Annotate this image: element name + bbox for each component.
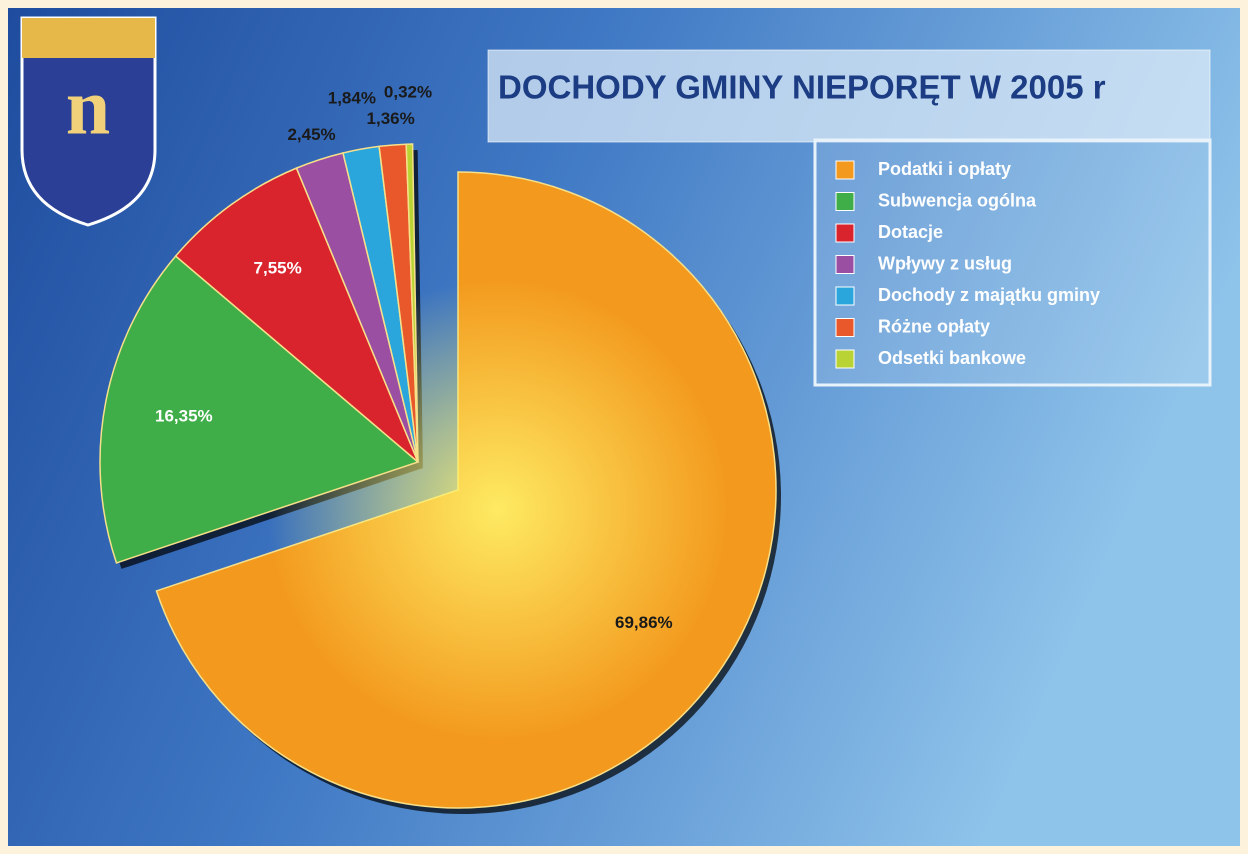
- slice: [405, 143, 419, 463]
- legend-swatch: [835, 318, 855, 337]
- legend-label: Wpływy z usług: [878, 253, 1012, 273]
- data-label: 16,35%: [155, 406, 213, 425]
- legend-label: Dotacje: [878, 222, 943, 242]
- coat-of-arms: n: [20, 16, 157, 227]
- legend-label: Odsetki bankowe: [878, 348, 1026, 368]
- data-label: 7,55%: [254, 259, 302, 278]
- legend-swatch: [835, 255, 855, 274]
- data-label: 1,36%: [367, 109, 415, 128]
- svg-text:n: n: [66, 63, 111, 151]
- legend-swatch: [835, 223, 855, 243]
- legend-swatch: [835, 286, 855, 306]
- legend-label: Subwencja ogólna: [878, 190, 1037, 210]
- legend-label: Różne opłaty: [878, 316, 990, 336]
- data-label: 1,84%: [328, 89, 376, 108]
- legend-label: Dochody z majątku gminy: [878, 285, 1100, 305]
- data-label: 69,86%: [615, 613, 673, 632]
- title-box: [487, 49, 1211, 143]
- slice: [99, 255, 420, 564]
- legend-swatch: [835, 349, 855, 369]
- data-label: 0,32%: [384, 83, 432, 102]
- legend-box: [813, 138, 1212, 387]
- data-label: 2,45%: [287, 125, 335, 144]
- chart-title: DOCHODY GMINY NIEPORĘT W 2005 r: [498, 69, 1106, 106]
- legend-swatch: [835, 160, 855, 180]
- slice: [174, 167, 419, 463]
- legend-swatch: [835, 192, 855, 211]
- legend-label: Podatki i opłaty: [878, 159, 1011, 179]
